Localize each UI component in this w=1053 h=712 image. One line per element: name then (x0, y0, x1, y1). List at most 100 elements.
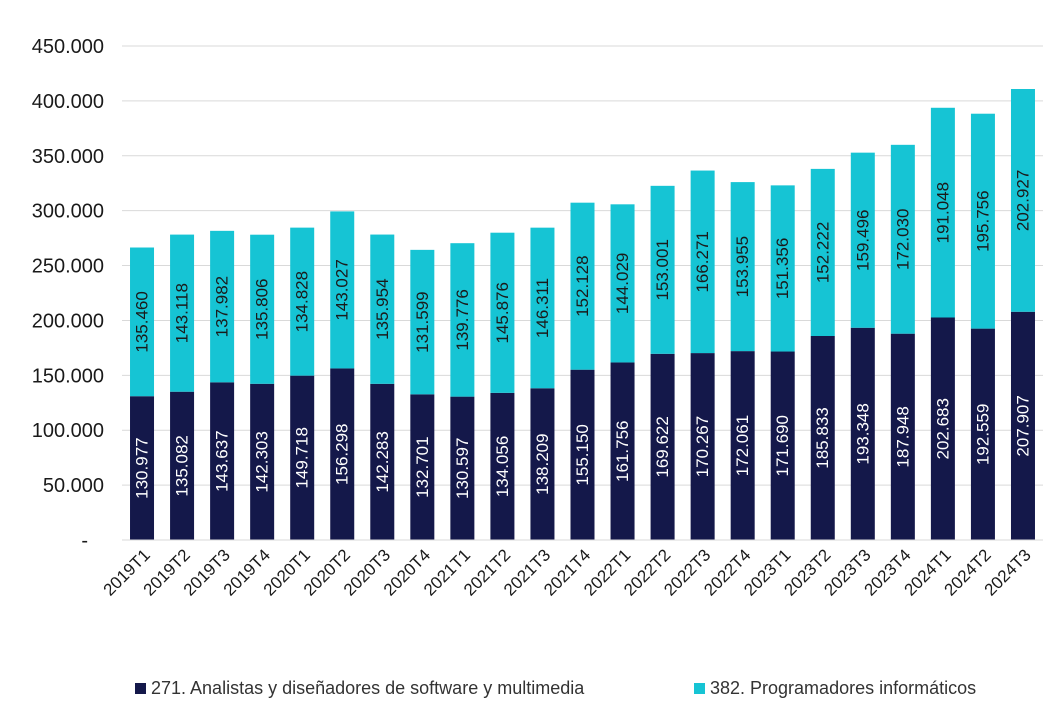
bar-series-2 (250, 234, 275, 384)
bar-series-2 (970, 113, 995, 329)
data-label-series-2: 134.828 (293, 271, 312, 332)
bar-series-1 (690, 353, 715, 540)
bar-series-2 (810, 168, 835, 336)
bar-series-1 (290, 375, 315, 540)
bar-series-2 (490, 232, 515, 393)
data-label-series-1: 169.622 (653, 416, 672, 477)
data-label-series-2: 195.756 (973, 190, 992, 251)
bar-series-2 (290, 227, 315, 376)
data-label-series-1: 187.948 (893, 406, 912, 467)
bar-series-1 (370, 383, 395, 540)
data-label-series-2: 144.029 (613, 253, 632, 314)
bar-series-2 (930, 107, 955, 318)
bar-series-1 (570, 369, 595, 540)
value-labels: 130.977 135.460 135.082 143.118 143.637 137.9… (133, 170, 1033, 499)
bar-series-2 (650, 185, 675, 354)
data-label-series-1: 155.150 (573, 424, 592, 485)
data-label-series-2: 152.222 (813, 222, 832, 283)
legend-label-series-1: 271. Analistas y diseñadores de software… (151, 678, 585, 698)
data-label-series-2: 151.356 (773, 238, 792, 299)
bar-series-2 (170, 234, 195, 392)
bar-series-1 (210, 382, 235, 540)
data-label-series-2: 139.776 (453, 289, 472, 350)
data-label-series-1: 192.559 (973, 404, 992, 465)
bar-series-1 (730, 351, 755, 540)
data-label-series-2: 135.806 (253, 279, 272, 340)
data-label-series-1: 172.061 (733, 415, 752, 476)
data-label-series-1: 202.683 (933, 398, 952, 459)
data-label-series-2: 152.128 (573, 255, 592, 316)
bar-series-2 (850, 152, 875, 328)
data-label-series-2: 153.001 (653, 239, 672, 300)
bar-series-2 (730, 182, 755, 352)
bar-series-1 (650, 353, 675, 540)
bar-series-2 (570, 202, 595, 370)
data-label-series-2: 146.311 (533, 278, 552, 338)
data-label-series-2: 153.955 (733, 236, 752, 297)
y-tick-label: 100.000 (32, 420, 104, 442)
bar-series-1 (170, 391, 195, 540)
bar-series-2 (450, 243, 475, 397)
data-label-series-1: 193.348 (853, 403, 872, 464)
bar-series-1 (490, 392, 515, 540)
data-label-series-2: 143.118 (173, 283, 192, 343)
data-label-series-1: 170.267 (693, 416, 712, 477)
bar-series-1 (410, 394, 435, 540)
data-label-series-1: 130.597 (453, 438, 472, 499)
data-label-series-2: 159.496 (853, 209, 872, 270)
data-label-series-1: 161.756 (613, 420, 632, 481)
data-label-series-2: 145.876 (493, 282, 512, 343)
data-label-series-1: 135.082 (173, 435, 192, 496)
bar-series-1 (610, 362, 635, 540)
bar-series-1 (890, 333, 915, 540)
data-label-series-1: 207.907 (1013, 395, 1032, 456)
y-tick-label: 200.000 (32, 310, 104, 332)
legend-item-series-1: 271. Analistas y diseñadores de software… (135, 678, 584, 699)
bar-series-2 (530, 227, 555, 389)
y-tick-label: 400.000 (32, 91, 104, 113)
y-tick-label: 250.000 (32, 256, 104, 278)
data-label-series-1: 134.056 (493, 436, 512, 497)
data-label-series-2: 191.048 (933, 182, 952, 243)
y-tick-label: - (81, 530, 88, 552)
bar-series-2 (770, 185, 795, 352)
legend-swatch-series-1 (135, 683, 146, 694)
bar-series-1 (330, 368, 355, 540)
data-label-series-2: 202.927 (1013, 170, 1032, 231)
data-label-series-1: 138.209 (533, 433, 552, 494)
data-label-series-1: 142.283 (373, 431, 392, 492)
data-label-series-2: 143.027 (333, 259, 352, 320)
bar-series-2 (610, 204, 635, 363)
y-tick-label: 50.000 (43, 475, 104, 497)
data-label-series-1: 185.833 (813, 407, 832, 468)
y-tick-label: 150.000 (32, 365, 104, 387)
data-label-series-2: 137.982 (213, 276, 232, 337)
bar-series-2 (690, 170, 715, 354)
bar-series-1 (770, 351, 795, 540)
bar-series-1 (130, 396, 155, 540)
bar-series-1 (250, 383, 275, 540)
legend-label-series-2: 382. Programadores informáticos (710, 678, 977, 698)
data-label-series-1: 149.718 (293, 427, 312, 488)
bar-series-2 (330, 211, 355, 369)
bar-series-2 (410, 249, 435, 395)
bar-series-2 (130, 247, 155, 397)
bar-series-2 (1010, 88, 1035, 312)
legend-item-series-2: 382. Programadores informáticos (694, 678, 976, 699)
bar-series-1 (1010, 311, 1035, 540)
bar-series-1 (810, 335, 835, 540)
bar-series-2 (890, 144, 915, 334)
y-axis: - 50.000 100.000 150.000 200.000 250.000 300.0… (32, 36, 104, 552)
y-tick-label: 450.000 (32, 36, 104, 58)
bar-series-1 (930, 317, 955, 540)
data-label-series-2: 131.599 (413, 291, 432, 352)
y-tick-label: 350.000 (32, 146, 104, 168)
bar-series-2 (370, 234, 395, 384)
legend-swatch-series-2 (694, 683, 705, 694)
data-label-series-2: 172.030 (893, 209, 912, 270)
data-label-series-2: 135.954 (373, 278, 392, 339)
bars (130, 88, 1035, 540)
data-label-series-1: 142.303 (253, 431, 272, 492)
bar-series-2 (210, 230, 235, 383)
data-label-series-1: 130.977 (133, 437, 152, 498)
